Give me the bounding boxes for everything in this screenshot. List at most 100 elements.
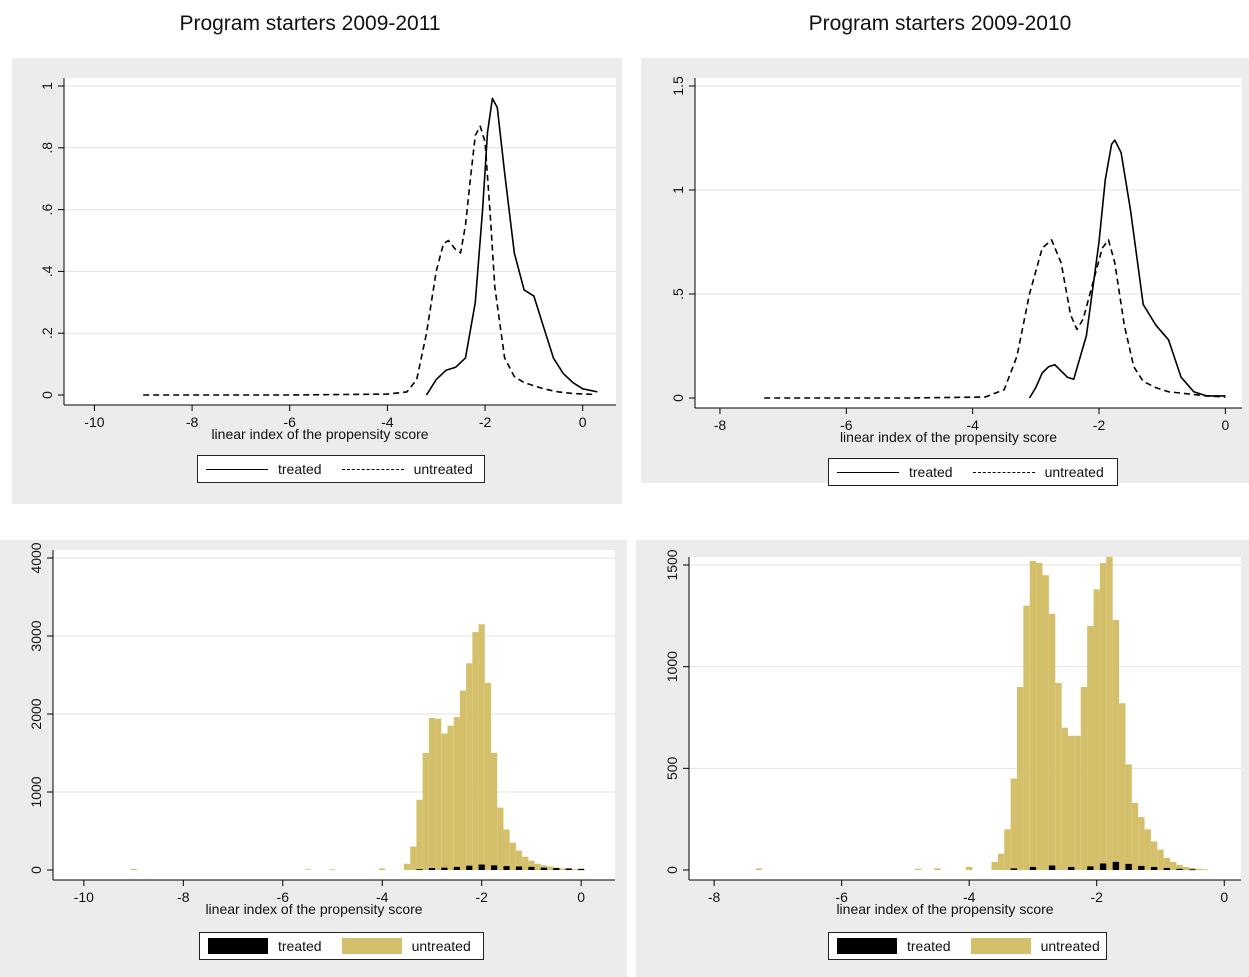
histogram-panel-2009-2011: 0 1000 2000 3000 4000 -10 -8 -6 -4 -2 0 linear inde…: [0, 540, 627, 977]
legend-untreated-swatch-icon: [341, 938, 402, 954]
histogram-legend-2009-2010: treated untreated: [828, 932, 1107, 960]
bar-untreated: [503, 829, 510, 870]
legend-label-untreated: untreated: [411, 938, 471, 954]
bar-treated: [1029, 866, 1037, 870]
x-tick-label: -8: [714, 417, 727, 433]
bar-untreated: [1131, 802, 1139, 870]
bar-untreated: [571, 869, 579, 871]
y-tick-label: 0: [670, 394, 686, 402]
bar-treated: [553, 868, 560, 870]
bar-untreated: [435, 718, 442, 870]
y-tick-label: 4000: [28, 542, 44, 573]
bar-untreated: [304, 869, 311, 871]
bar-treated: [416, 869, 423, 871]
x-tick-label: -8: [186, 414, 199, 430]
bar-treated: [1112, 861, 1120, 870]
bar-untreated: [1119, 703, 1126, 870]
bar-untreated: [515, 850, 523, 870]
bar-treated: [478, 864, 485, 870]
series-line-treated: [425, 97, 598, 396]
bar-untreated: [522, 856, 529, 870]
bar-untreated: [1099, 562, 1107, 870]
x-axis-label: linear index of the propensity score: [840, 429, 1057, 445]
y-tick-label: .6: [39, 204, 55, 216]
series-line-untreated: [143, 125, 593, 396]
legend-label-untreated: untreated: [1044, 464, 1104, 480]
legend-item-treated: treated: [206, 461, 322, 477]
legend-item-untreated: untreated: [341, 461, 473, 477]
y-tick-label: .4: [39, 265, 55, 277]
bar-untreated: [379, 868, 386, 870]
bar-treated: [453, 866, 460, 870]
bar-untreated: [1144, 829, 1151, 870]
plot-area: [64, 78, 616, 405]
bar-untreated: [1042, 575, 1049, 870]
bar-untreated: [1055, 682, 1062, 870]
bar-untreated: [991, 861, 998, 870]
bar-treated: [1099, 863, 1107, 870]
bar-untreated: [1176, 864, 1183, 870]
x-tick-label: -2: [1093, 417, 1106, 433]
y-tick-label: 1: [670, 186, 686, 194]
bar-untreated: [453, 717, 460, 870]
x-axis-label: linear index of the propensity score: [836, 901, 1053, 917]
density-panel-2009-2011: 0 .2 .4 .6 .8 1 -10 -8 -6 -4 -2 0 linear index of th…: [12, 58, 622, 504]
left-column-title: Program starters 2009-2011: [179, 12, 441, 35]
x-tick-label: -4: [381, 414, 394, 430]
bar-untreated: [534, 863, 541, 870]
density-legend-2009-2011: treated untreated: [197, 455, 485, 483]
legend-label-treated: treated: [907, 938, 951, 954]
legend-label-untreated: untreated: [1040, 938, 1100, 954]
series-line-treated: [1028, 139, 1226, 399]
bar-treated: [1176, 868, 1183, 870]
legend-label-treated: treated: [278, 461, 322, 477]
bar-untreated: [484, 682, 492, 870]
histogram-chart-2009-2010: 0 500 1000 1500 -8 -6 -4 -2 0 linear index of the…: [664, 549, 1241, 917]
bar-untreated: [546, 866, 554, 870]
x-tick-label: -10: [84, 414, 104, 430]
y-tick-label: .2: [39, 327, 55, 339]
bar-untreated: [1182, 866, 1190, 870]
bar-untreated: [1087, 626, 1094, 870]
bar-untreated: [478, 624, 485, 870]
histogram-panel-2009-2010: 0 500 1000 1500 -8 -6 -4 -2 0 linear index of the…: [636, 540, 1249, 977]
bar-treated: [578, 868, 585, 870]
legend-treated-swatch-icon: [208, 938, 268, 954]
bar-treated: [515, 866, 523, 870]
y-tick-label: .5: [670, 288, 686, 300]
bar-treated: [565, 868, 572, 870]
density-panel-2009-2010: 0 .5 1 1.5 -8 -6 -4 -2 0 linear index of the prop…: [641, 58, 1249, 486]
bar-untreated: [578, 869, 585, 871]
y-tick-label: 1: [39, 82, 55, 90]
legend-untreated-swatch-icon: [970, 938, 1031, 954]
bar-treated: [1087, 866, 1094, 870]
bar-untreated: [1138, 817, 1145, 870]
y-tick-label: .8: [39, 142, 55, 154]
x-tick-label: -2: [475, 889, 488, 905]
bar-untreated: [528, 860, 535, 870]
bar-untreated: [466, 663, 473, 870]
x-tick-label: 0: [1221, 417, 1229, 433]
bar-untreated: [1029, 560, 1037, 870]
bar-untreated: [1074, 735, 1081, 870]
bar-untreated: [1048, 613, 1056, 870]
x-axis-label: linear index of the propensity score: [205, 901, 422, 917]
plot-area: [695, 78, 1242, 408]
bar-untreated: [1093, 589, 1100, 870]
bar-treated: [540, 867, 547, 870]
legend-item-untreated: untreated: [972, 464, 1104, 480]
bar-untreated: [447, 725, 454, 870]
legend-solid-line-icon: [837, 471, 899, 473]
x-tick-label: 0: [579, 414, 587, 430]
bar-untreated: [1068, 735, 1075, 870]
x-tick-label: -4: [376, 889, 389, 905]
density-legend-2009-2010: treated untreated: [828, 458, 1118, 486]
bar-untreated: [1170, 861, 1177, 870]
y-tick-label: 1000: [664, 651, 680, 682]
y-tick-label: 500: [664, 756, 680, 780]
bar-untreated: [491, 753, 498, 870]
legend-dashed-line-icon: [972, 471, 1035, 473]
bar-treated: [1048, 865, 1056, 870]
bar-untreated: [966, 866, 973, 870]
y-tick-label: 0: [664, 866, 680, 874]
